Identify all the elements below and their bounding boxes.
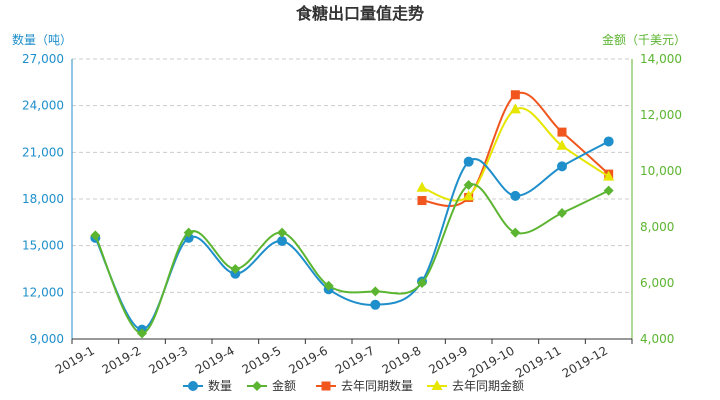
x-tick-label: 2019-6 <box>286 343 330 376</box>
x-tick-label: 2019-9 <box>426 343 470 376</box>
series-point-1 <box>323 280 334 291</box>
x-tick-label: 2019-4 <box>193 343 237 376</box>
series-point-2 <box>510 90 520 100</box>
series-point-2 <box>557 127 567 137</box>
x-tick-label: 2019-12 <box>560 343 610 380</box>
x-tick-label: 2019-2 <box>100 343 144 376</box>
legend-marker <box>252 381 262 391</box>
series-point-1 <box>230 264 241 274</box>
x-tick-label: 2019-5 <box>240 343 284 376</box>
series-point-1 <box>137 328 147 339</box>
series-point-1 <box>277 227 287 238</box>
series-point-0 <box>463 156 474 167</box>
series-point-1 <box>463 180 474 190</box>
right-tick-label: 8,000 <box>640 220 674 234</box>
left-tick-label: 27,000 <box>22 52 64 66</box>
legend-marker <box>188 381 198 391</box>
legend: 数量 金额 去年同期数量 去年同期金额 <box>183 378 524 393</box>
legend-label: 金额 <box>272 378 296 393</box>
left-tick-label: 12,000 <box>22 285 64 299</box>
x-tick-label: 2019-8 <box>380 343 424 376</box>
series-point-0 <box>370 299 381 310</box>
chart-title: 食糖出口量值走势 <box>295 4 424 23</box>
right-tick-label: 14,000 <box>640 52 682 66</box>
right-tick-label: 12,000 <box>640 108 682 122</box>
x-tick-label: 2019-3 <box>146 343 190 376</box>
series-point-3 <box>509 103 521 114</box>
series-point-3 <box>603 170 615 181</box>
x-tick-label: 2019-11 <box>513 343 563 380</box>
series-point-1 <box>417 278 427 288</box>
right-axis-label: 金额（千美元） <box>602 32 686 47</box>
series-point-0 <box>510 190 521 201</box>
x-tick-label: 2019-7 <box>333 343 377 376</box>
series-point-3 <box>416 181 428 192</box>
left-tick-label: 24,000 <box>22 99 64 113</box>
series-point-1 <box>90 230 101 241</box>
left-axis-label: 数量（吨） <box>12 32 72 47</box>
series-point-1 <box>183 227 194 238</box>
series-point-0 <box>603 136 614 147</box>
series-point-0 <box>277 236 287 246</box>
series-point-3 <box>556 139 568 150</box>
legend-marker <box>321 381 331 391</box>
series-point-1 <box>603 185 614 196</box>
legend-label: 去年同期数量 <box>341 378 413 393</box>
legend-label: 去年同期金额 <box>452 378 524 393</box>
series-point-1 <box>510 227 521 238</box>
series-line-3 <box>421 107 610 202</box>
right-tick-label: 10,000 <box>640 164 682 178</box>
series-point-2 <box>417 196 427 206</box>
series-line-0 <box>94 140 610 331</box>
x-tick-label: 2019-10 <box>466 343 516 380</box>
left-tick-label: 21,000 <box>22 145 64 159</box>
series-point-1 <box>370 286 381 297</box>
series-line-1 <box>94 183 610 335</box>
legend-marker <box>431 380 443 390</box>
series-point-1 <box>557 208 567 218</box>
right-tick-label: 4,000 <box>640 332 674 346</box>
series-layer <box>90 90 615 339</box>
series-point-3 <box>463 190 475 201</box>
left-tick-label: 15,000 <box>22 239 64 253</box>
x-tick-label: 2019-1 <box>53 343 97 376</box>
right-tick-label: 6,000 <box>640 276 674 290</box>
left-tick-label: 9,000 <box>30 332 64 346</box>
legend-label: 数量 <box>208 378 232 393</box>
series-point-0 <box>557 161 567 172</box>
axes: 9,000 12,000 15,000 18,000 21,000 24,000 27,00… <box>22 52 682 381</box>
left-tick-label: 18,000 <box>22 192 64 206</box>
